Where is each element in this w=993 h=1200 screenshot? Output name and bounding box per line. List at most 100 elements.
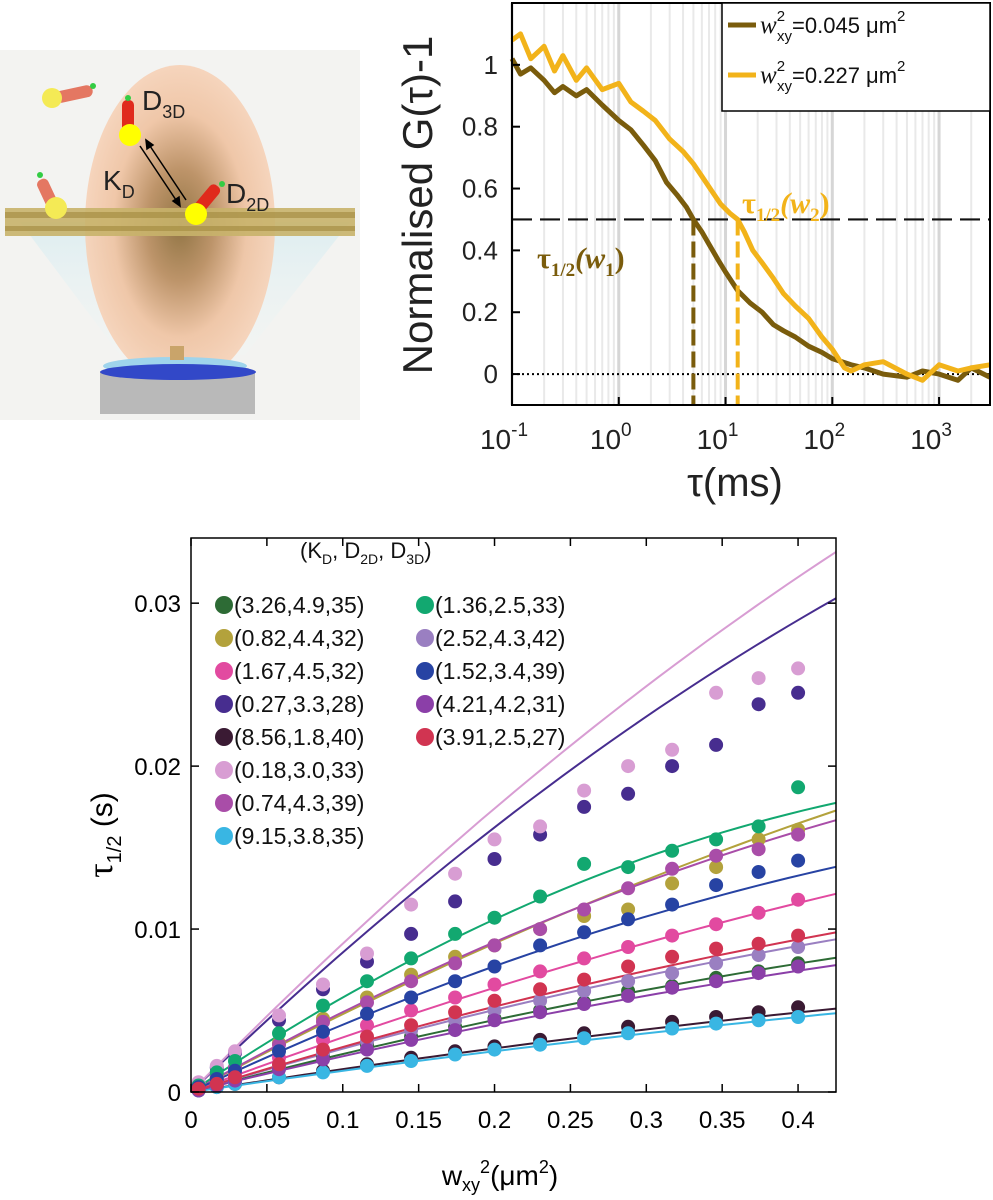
data-point xyxy=(360,995,374,1010)
data-point xyxy=(533,1037,548,1052)
data-point xyxy=(360,1018,374,1033)
data-point xyxy=(791,892,806,907)
fit-line-5 xyxy=(190,1007,837,1093)
data-point xyxy=(316,1052,330,1067)
x-tick-label: 0.3 xyxy=(630,1107,663,1134)
data-point xyxy=(533,819,548,834)
data-point xyxy=(404,1054,419,1068)
data-point xyxy=(665,861,680,876)
y-tick-label: 0.4 xyxy=(462,235,498,265)
data-point xyxy=(709,832,724,847)
x-tick-label: 0.05 xyxy=(244,1107,291,1134)
x-tick-label: 0.2 xyxy=(478,1107,511,1134)
x-axis-label: wxy2(μm2) xyxy=(441,1157,558,1195)
particle-3d xyxy=(119,95,141,146)
data-point xyxy=(191,1081,206,1096)
x-tick-label: 0.1 xyxy=(326,1107,359,1134)
data-point xyxy=(487,910,502,925)
data-point xyxy=(448,974,463,989)
fit-line-4 xyxy=(190,597,837,1093)
y-tick-label: 0.6 xyxy=(462,174,498,204)
data-point xyxy=(533,982,548,997)
y-tick-label: 0.01 xyxy=(134,917,181,944)
legend-marker-11 xyxy=(416,662,434,680)
y-tick-label: 0.8 xyxy=(462,112,498,142)
data-point xyxy=(487,1013,502,1028)
data-point xyxy=(360,1006,374,1021)
fit-line-3 xyxy=(190,892,837,1093)
data-point xyxy=(621,940,636,954)
x-axis-ticks: 10-1 100 101 102 103 xyxy=(480,397,952,455)
x-axis-label: τ(ms) xyxy=(687,461,783,505)
fit-lines xyxy=(190,551,837,1093)
legend-marker-3 xyxy=(215,662,233,680)
data-point xyxy=(791,780,806,795)
x-tick-label: 0.15 xyxy=(395,1107,442,1134)
legend-label-2: w2 xy=0.227 μm2 xyxy=(760,58,905,95)
data-point xyxy=(404,1032,419,1047)
data-point xyxy=(577,856,592,871)
data-point xyxy=(404,897,419,912)
x-tick-label: 0.25 xyxy=(547,1107,594,1134)
data-point xyxy=(577,1031,592,1046)
legend-label-5: (8.56,1.8,40) xyxy=(234,724,364,750)
plot-frame xyxy=(190,537,837,1093)
data-point xyxy=(577,997,592,1011)
x-axis-ticks: 0 0.05 0.1 0.15 0.2 0.25 0.3 0.35 0.4 xyxy=(184,538,815,1134)
legend-marker-4 xyxy=(215,695,233,713)
data-point xyxy=(487,852,502,866)
x-tick-label: 0.35 xyxy=(699,1107,746,1134)
correlation-chart: 0 0.2 0.4 0.6 0.8 1 10-1 100 101 102 103 Normalis… xyxy=(394,2,992,505)
data-point xyxy=(751,842,766,857)
data-point xyxy=(709,941,724,956)
data-point xyxy=(709,917,724,932)
series-line-2 xyxy=(510,31,991,383)
annotation-2: τ1/2(w2) xyxy=(742,187,830,226)
data-point xyxy=(791,959,806,974)
data-point xyxy=(665,897,680,912)
x-tick-label: 102 xyxy=(803,420,845,455)
data-point xyxy=(272,1026,286,1041)
annotation-1: τ1/2(w1) xyxy=(537,242,625,281)
data-point xyxy=(448,1023,463,1038)
y-tick-label: 0.03 xyxy=(134,591,181,618)
data-point xyxy=(316,1014,330,1029)
data-point xyxy=(621,1026,636,1041)
legend-label-4: (0.27,3.3,28) xyxy=(234,691,364,717)
data-point xyxy=(665,843,680,858)
data-point xyxy=(487,1003,502,1018)
legend-marker-1 xyxy=(215,596,233,614)
data-point xyxy=(448,1047,463,1062)
data-point xyxy=(209,1076,224,1091)
data-point xyxy=(448,956,463,971)
data-point xyxy=(621,988,636,1003)
data-point xyxy=(621,786,636,801)
fit-line-7 xyxy=(190,819,837,1093)
data-point xyxy=(621,881,636,896)
data-point xyxy=(577,783,592,798)
legend-label-1: w2 xy=0.045 μm2 xyxy=(760,8,905,45)
data-point xyxy=(709,956,724,971)
legend-label-7: (0.74,4.3,39) xyxy=(234,790,364,816)
data-point xyxy=(404,974,419,989)
data-point xyxy=(360,1058,374,1073)
data-point xyxy=(360,1029,374,1044)
legend-box xyxy=(721,2,991,112)
legend-label-11: (1.52,3.4,39) xyxy=(435,658,565,684)
data-point xyxy=(751,905,766,920)
y-tick-label: 1 xyxy=(484,50,498,80)
data-point xyxy=(621,860,636,875)
legend: w2 xy=0.045 μm2 w2 xy=0.227 μm2 xyxy=(721,2,991,112)
data-point xyxy=(577,951,592,966)
fit-line-9 xyxy=(190,801,837,1093)
data-point xyxy=(791,928,806,943)
y-axis-ticks: 0 0.01 0.02 0.03 xyxy=(134,591,836,1107)
y-axis-ticks: 0 0.2 0.4 0.6 0.8 1 xyxy=(462,50,520,389)
data-point xyxy=(709,878,724,893)
data-point xyxy=(709,974,724,989)
data-point xyxy=(228,1054,242,1068)
particle-2d xyxy=(185,181,225,225)
x-tick-label: 101 xyxy=(697,420,739,455)
legend-marker-12 xyxy=(416,695,434,713)
data-point xyxy=(487,832,502,847)
